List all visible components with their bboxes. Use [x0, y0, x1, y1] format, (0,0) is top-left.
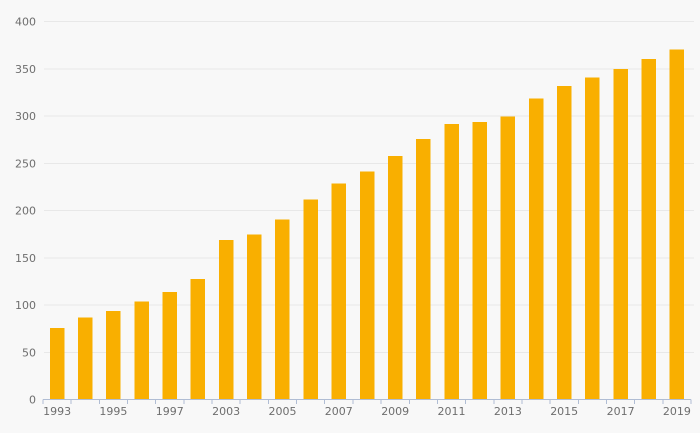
bar[interactable]	[585, 77, 600, 399]
bar[interactable]	[303, 199, 318, 399]
y-tick-label: 100	[15, 299, 36, 312]
y-tick-label: 300	[15, 110, 36, 123]
x-tick-label: 2003	[212, 405, 240, 418]
y-tick-label: 150	[15, 252, 36, 265]
y-tick-label: 200	[15, 205, 36, 218]
bar[interactable]	[472, 122, 487, 399]
bar[interactable]	[162, 292, 178, 399]
bar[interactable]	[134, 301, 149, 399]
bar[interactable]	[331, 183, 347, 400]
bar[interactable]	[78, 317, 93, 399]
bar[interactable]	[106, 311, 121, 399]
bar[interactable]	[247, 234, 262, 399]
bar[interactable]	[416, 139, 431, 399]
bar[interactable]	[444, 124, 459, 399]
bar[interactable]	[387, 156, 403, 399]
y-tick-label: 350	[15, 63, 36, 76]
bar[interactable]	[613, 69, 628, 399]
bar[interactable]	[557, 86, 572, 399]
x-tick-label: 2019	[663, 405, 691, 418]
x-tick-label: 2015	[550, 405, 578, 418]
x-tick-label: 2011	[438, 405, 466, 418]
y-tick-label: 0	[29, 394, 36, 407]
x-tick-label: 1993	[43, 405, 71, 418]
x-tick-label: 2013	[494, 405, 522, 418]
bar[interactable]	[528, 98, 544, 400]
x-tick-label: 1997	[156, 405, 184, 418]
bar[interactable]	[500, 116, 516, 400]
bar[interactable]	[359, 171, 375, 399]
bar[interactable]	[275, 219, 290, 400]
x-tick-label: 1995	[99, 405, 127, 418]
x-tick-label: 2017	[607, 405, 635, 418]
y-tick-label: 50	[22, 346, 36, 359]
x-tick-label: 2005	[269, 405, 297, 418]
bar[interactable]	[218, 240, 234, 399]
bar[interactable]	[669, 49, 685, 400]
bar[interactable]	[641, 58, 657, 400]
bar[interactable]	[49, 328, 65, 399]
y-tick-label: 400	[15, 16, 36, 29]
x-tick-label: 2009	[381, 405, 409, 418]
bar[interactable]	[190, 279, 206, 399]
x-tick-label: 2007	[325, 405, 353, 418]
y-tick-label: 250	[15, 157, 36, 170]
